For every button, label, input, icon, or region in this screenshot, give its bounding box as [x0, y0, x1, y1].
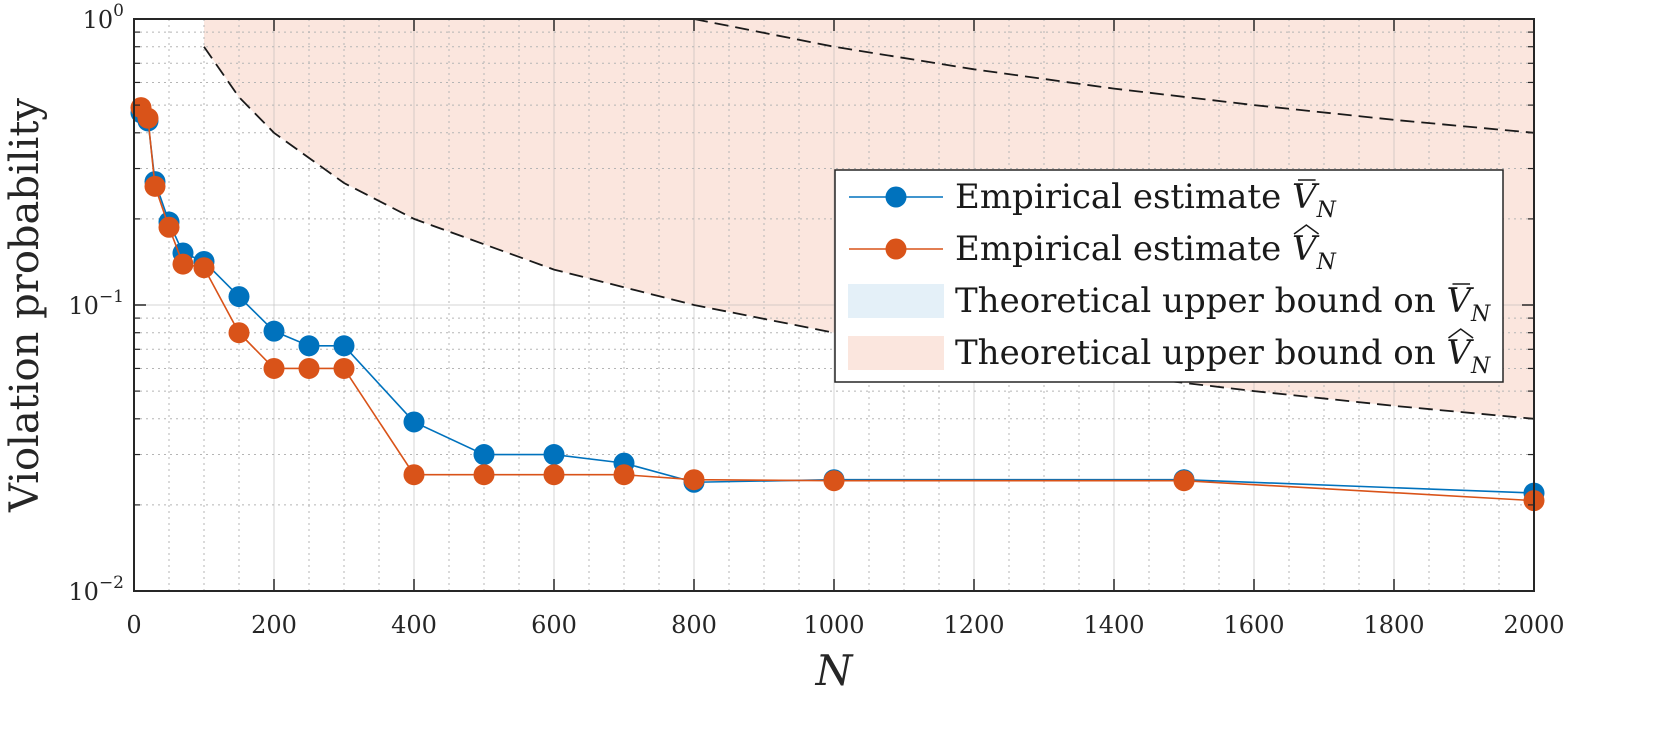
series-2-point	[172, 253, 194, 275]
legend-label-text: Theoretical upper bound on	[955, 281, 1446, 321]
legend-label: Theoretical upper bound on VN	[955, 281, 1491, 327]
legend-label: Theoretical upper bound on VN	[955, 333, 1491, 379]
y-tick-label: 10−2	[68, 573, 124, 606]
series-1-point	[473, 444, 495, 466]
legend-symbol: V	[1292, 229, 1320, 269]
x-tick-label: 400	[391, 611, 437, 639]
series-2-point	[683, 469, 705, 491]
series-2-point	[543, 464, 565, 486]
series-2-point	[193, 257, 215, 279]
y-tick-label: 100	[83, 1, 124, 34]
x-tick-label: 1000	[803, 611, 864, 639]
x-tick-label: 1200	[943, 611, 1004, 639]
series-2-point	[144, 175, 166, 197]
series-2-point	[473, 464, 495, 486]
legend-entry-4: Theoretical upper bound on VN	[848, 328, 1491, 379]
y-tick-exponent: −1	[99, 287, 124, 307]
series-1-point	[403, 411, 425, 433]
x-tick-labels: 0 200 400 600 800 1000 1200 1400 1600 1800 2000	[126, 611, 1564, 639]
x-tick-label: 600	[531, 611, 577, 639]
y-tick-exponent: −2	[99, 573, 124, 593]
x-tick-label: 1800	[1363, 611, 1424, 639]
legend-subscript: N	[1316, 198, 1337, 223]
x-tick-label: 1600	[1223, 611, 1284, 639]
series-2-point	[333, 357, 355, 379]
series-2-point	[137, 107, 159, 129]
bound-lines	[203, 18, 1535, 420]
legend-subscript: N	[1470, 354, 1491, 379]
legend-marker	[885, 186, 907, 208]
y-tick-base: 10	[83, 6, 114, 34]
y-tick-exponent: 0	[113, 1, 124, 21]
series-2-point	[158, 216, 180, 238]
x-tick-label: 1400	[1083, 611, 1144, 639]
legend-marker	[885, 238, 907, 260]
y-tick-base: 10	[68, 578, 99, 606]
x-axis-label: N	[815, 646, 854, 695]
series-1-point	[298, 335, 320, 357]
series-2	[130, 97, 1545, 512]
legend-symbol: V	[1446, 333, 1474, 373]
legend-patch	[848, 336, 944, 370]
legend-symbol: V	[1446, 281, 1474, 321]
legend-label-text: Empirical estimate	[955, 177, 1292, 217]
bound-line-1	[693, 18, 1535, 134]
x-tick-label: 800	[671, 611, 717, 639]
series-layer	[130, 97, 1545, 512]
legend-label: Empirical estimate VN	[955, 177, 1337, 223]
legend-subscript: N	[1470, 302, 1491, 327]
legend-label-text: Theoretical upper bound on	[955, 333, 1446, 373]
y-axis-label: Violation probability	[2, 98, 48, 513]
legend-entry-2: Empirical estimate VN	[849, 224, 1337, 275]
series-1-point	[333, 335, 355, 357]
series-2-point	[263, 357, 285, 379]
legend-box	[834, 169, 1504, 383]
x-tick-label: 0	[126, 611, 141, 639]
series-1-point	[263, 320, 285, 342]
legend-label: Empirical estimate VN	[955, 229, 1337, 275]
y-tick-label: 10−1	[68, 287, 124, 320]
legend-symbol: V	[1292, 177, 1320, 217]
legend-accent-hat	[1293, 224, 1320, 235]
legend-label-text: Empirical estimate	[955, 229, 1292, 269]
series-2-point	[613, 464, 635, 486]
legend-entry-1: Empirical estimate VN	[849, 177, 1337, 223]
series-2-point	[823, 470, 845, 492]
x-tick-label: 200	[251, 611, 297, 639]
legend-patch	[848, 284, 944, 318]
bound-line-2	[203, 46, 1535, 420]
series-1-point	[543, 444, 565, 466]
series-1-point	[228, 286, 250, 308]
legend-entry-3: Theoretical upper bound on VN	[848, 281, 1491, 327]
legend-accent-hat	[1448, 328, 1474, 339]
series-2-point	[1173, 470, 1195, 492]
legend-subscript: N	[1316, 250, 1337, 275]
y-tick-base: 10	[68, 292, 99, 320]
series-2-point	[298, 357, 320, 379]
series-2-point	[403, 464, 425, 486]
series-2-point	[228, 322, 250, 344]
x-tick-label: 2000	[1503, 611, 1564, 639]
ticks	[133, 18, 1535, 592]
